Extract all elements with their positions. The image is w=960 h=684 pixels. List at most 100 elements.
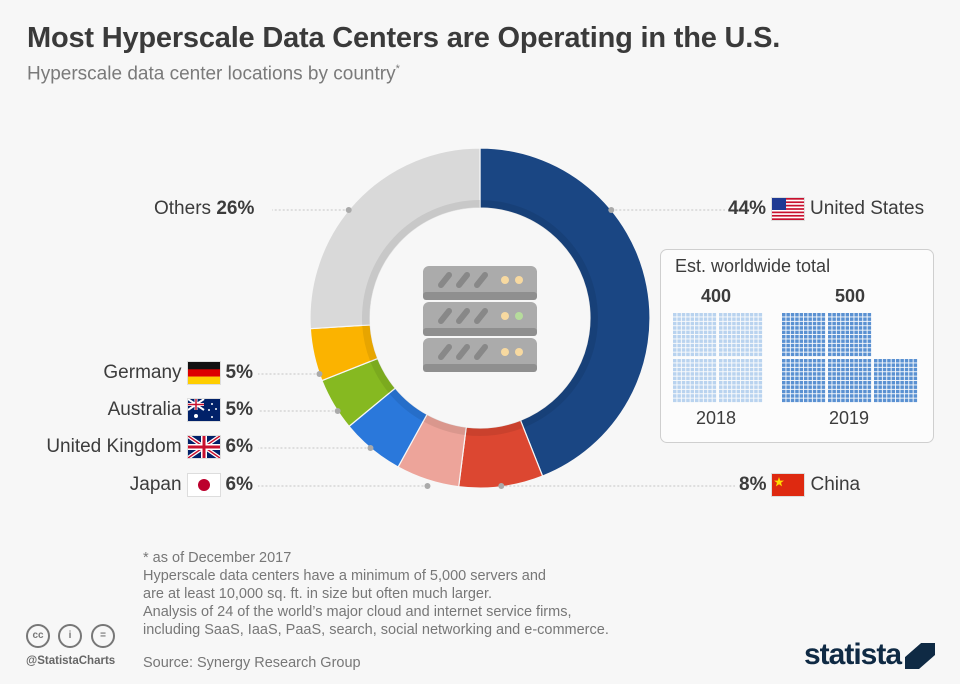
waffle-cell [795,330,799,335]
waffle-cell [817,385,821,389]
waffle-cell [812,376,817,381]
waffle-cell [874,359,878,363]
twitter-handle[interactable]: @StatistaCharts [26,655,116,667]
waffle-cell [686,339,690,343]
waffle-cell [882,359,887,363]
waffle-cell [712,335,717,339]
slice-value: 6% [225,436,253,458]
waffle-cell [845,330,850,335]
waffle-cell [874,385,878,389]
leader-dot [424,483,431,489]
waffle-cell [727,363,732,367]
waffle-cell [795,367,799,372]
waffle-cell [832,385,836,389]
waffle-cell [723,376,727,381]
waffle-cell [882,376,887,381]
waffle-cell [900,389,904,394]
waffle-cell [749,335,754,339]
slice-label: Australia [107,399,182,421]
no-derivatives-icon[interactable]: = [91,624,115,648]
waffle-cell [736,363,741,367]
waffle-cell [677,359,681,363]
waffle-cell [841,381,845,385]
waffle-cell [821,339,826,343]
waffle-cell [863,317,867,321]
waffle-cell [686,385,690,389]
waffle-cell [686,343,690,348]
waffle-cell [736,313,741,317]
waffle-cell [719,385,723,389]
waffle-cell [828,385,832,389]
statista-logo[interactable]: statista [804,638,902,671]
waffle-cell [695,394,699,398]
waffle-cell [850,394,854,398]
waffle-cell [758,367,763,372]
waffle-chart [673,313,918,403]
waffle-cell [841,398,845,403]
waffle-cell [799,352,804,357]
waffle-cell [741,321,745,326]
waffle-cell [900,372,904,376]
australia-flag-icon [186,398,220,421]
waffle-cell [673,321,677,326]
waffle-cell [867,330,872,335]
slice-inner-shade [370,358,396,394]
waffle-cell [673,348,677,352]
cc-icon[interactable]: cc [26,624,50,648]
waffle-cell [690,339,695,343]
waffle-cell [836,326,841,330]
waffle-cell [758,398,763,403]
waffle-cell [850,363,854,367]
china-flag-icon [772,474,805,496]
waffle-cell [708,359,712,363]
waffle-cell [712,321,717,326]
waffle-cell [727,348,732,352]
waffle-cell [754,321,758,326]
waffle-cell [799,376,804,381]
waffle-cell [727,372,732,376]
waffle-cell [686,330,690,335]
waffle-cell [699,321,703,326]
waffle-cell [854,339,858,343]
waffle-cell [887,389,891,394]
waffle-cell [690,367,695,372]
waffle-cell [745,343,749,348]
waffle-cell [699,381,703,385]
waffle-cell [887,385,891,389]
waffle-cell [795,389,799,394]
waffle-cell [867,385,872,389]
waffle-cell [867,376,872,381]
waffle-cell [749,398,754,403]
waffle-cell [708,317,712,321]
attribution-icon[interactable]: i [58,624,82,648]
waffle-cell [699,363,703,367]
slice-value: 44% [728,198,767,220]
waffle-cell [858,352,863,357]
waffle-cell [836,339,841,343]
waffle-cell [850,359,854,363]
waffle-cell [795,398,799,403]
waffle-cell [817,317,821,321]
waffle-cell [708,385,712,389]
waffle-cell [712,367,717,372]
waffle-cell [732,381,736,385]
waffle-cell [891,398,896,403]
waffle-cell [790,326,795,330]
waffle-cell [900,381,904,385]
waffle-cell [749,352,754,357]
waffle-cell [690,326,695,330]
waffle-cell [695,363,699,367]
waffle-cell [858,398,863,403]
waffle-cell [782,372,786,376]
waffle-cell [858,343,863,348]
waffle-cell [727,335,732,339]
waffle-cell [821,363,826,367]
waffle-cell [686,326,690,330]
waffle-cell [817,348,821,352]
waffle-cell [874,394,878,398]
waffle-cell [850,385,854,389]
waffle-cell [677,385,681,389]
waffle-cell [874,363,878,367]
waffle-cell [799,367,804,372]
waffle-cell [782,363,786,367]
